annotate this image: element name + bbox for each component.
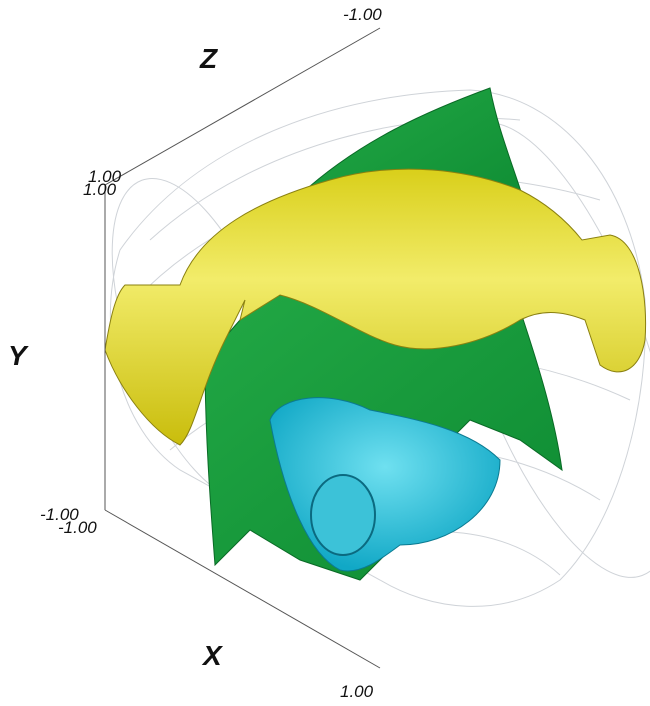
cyan-opening: [310, 474, 376, 556]
y-tick-start: -1.00: [40, 505, 79, 524]
y-axis-label: Y: [8, 340, 29, 371]
x-axis-label: X: [201, 640, 224, 671]
y-tick-end: 1.00: [83, 180, 117, 199]
z-tick-end: -1.00: [343, 5, 382, 24]
yellow-surface: [104, 168, 647, 446]
x-tick-end: 1.00: [340, 682, 374, 701]
axes-lines: [104, 27, 381, 669]
x-tick-start: -1.00: [58, 518, 97, 537]
z-axis-label: Z: [199, 43, 218, 74]
z-tick-start: 1.00: [88, 167, 122, 186]
